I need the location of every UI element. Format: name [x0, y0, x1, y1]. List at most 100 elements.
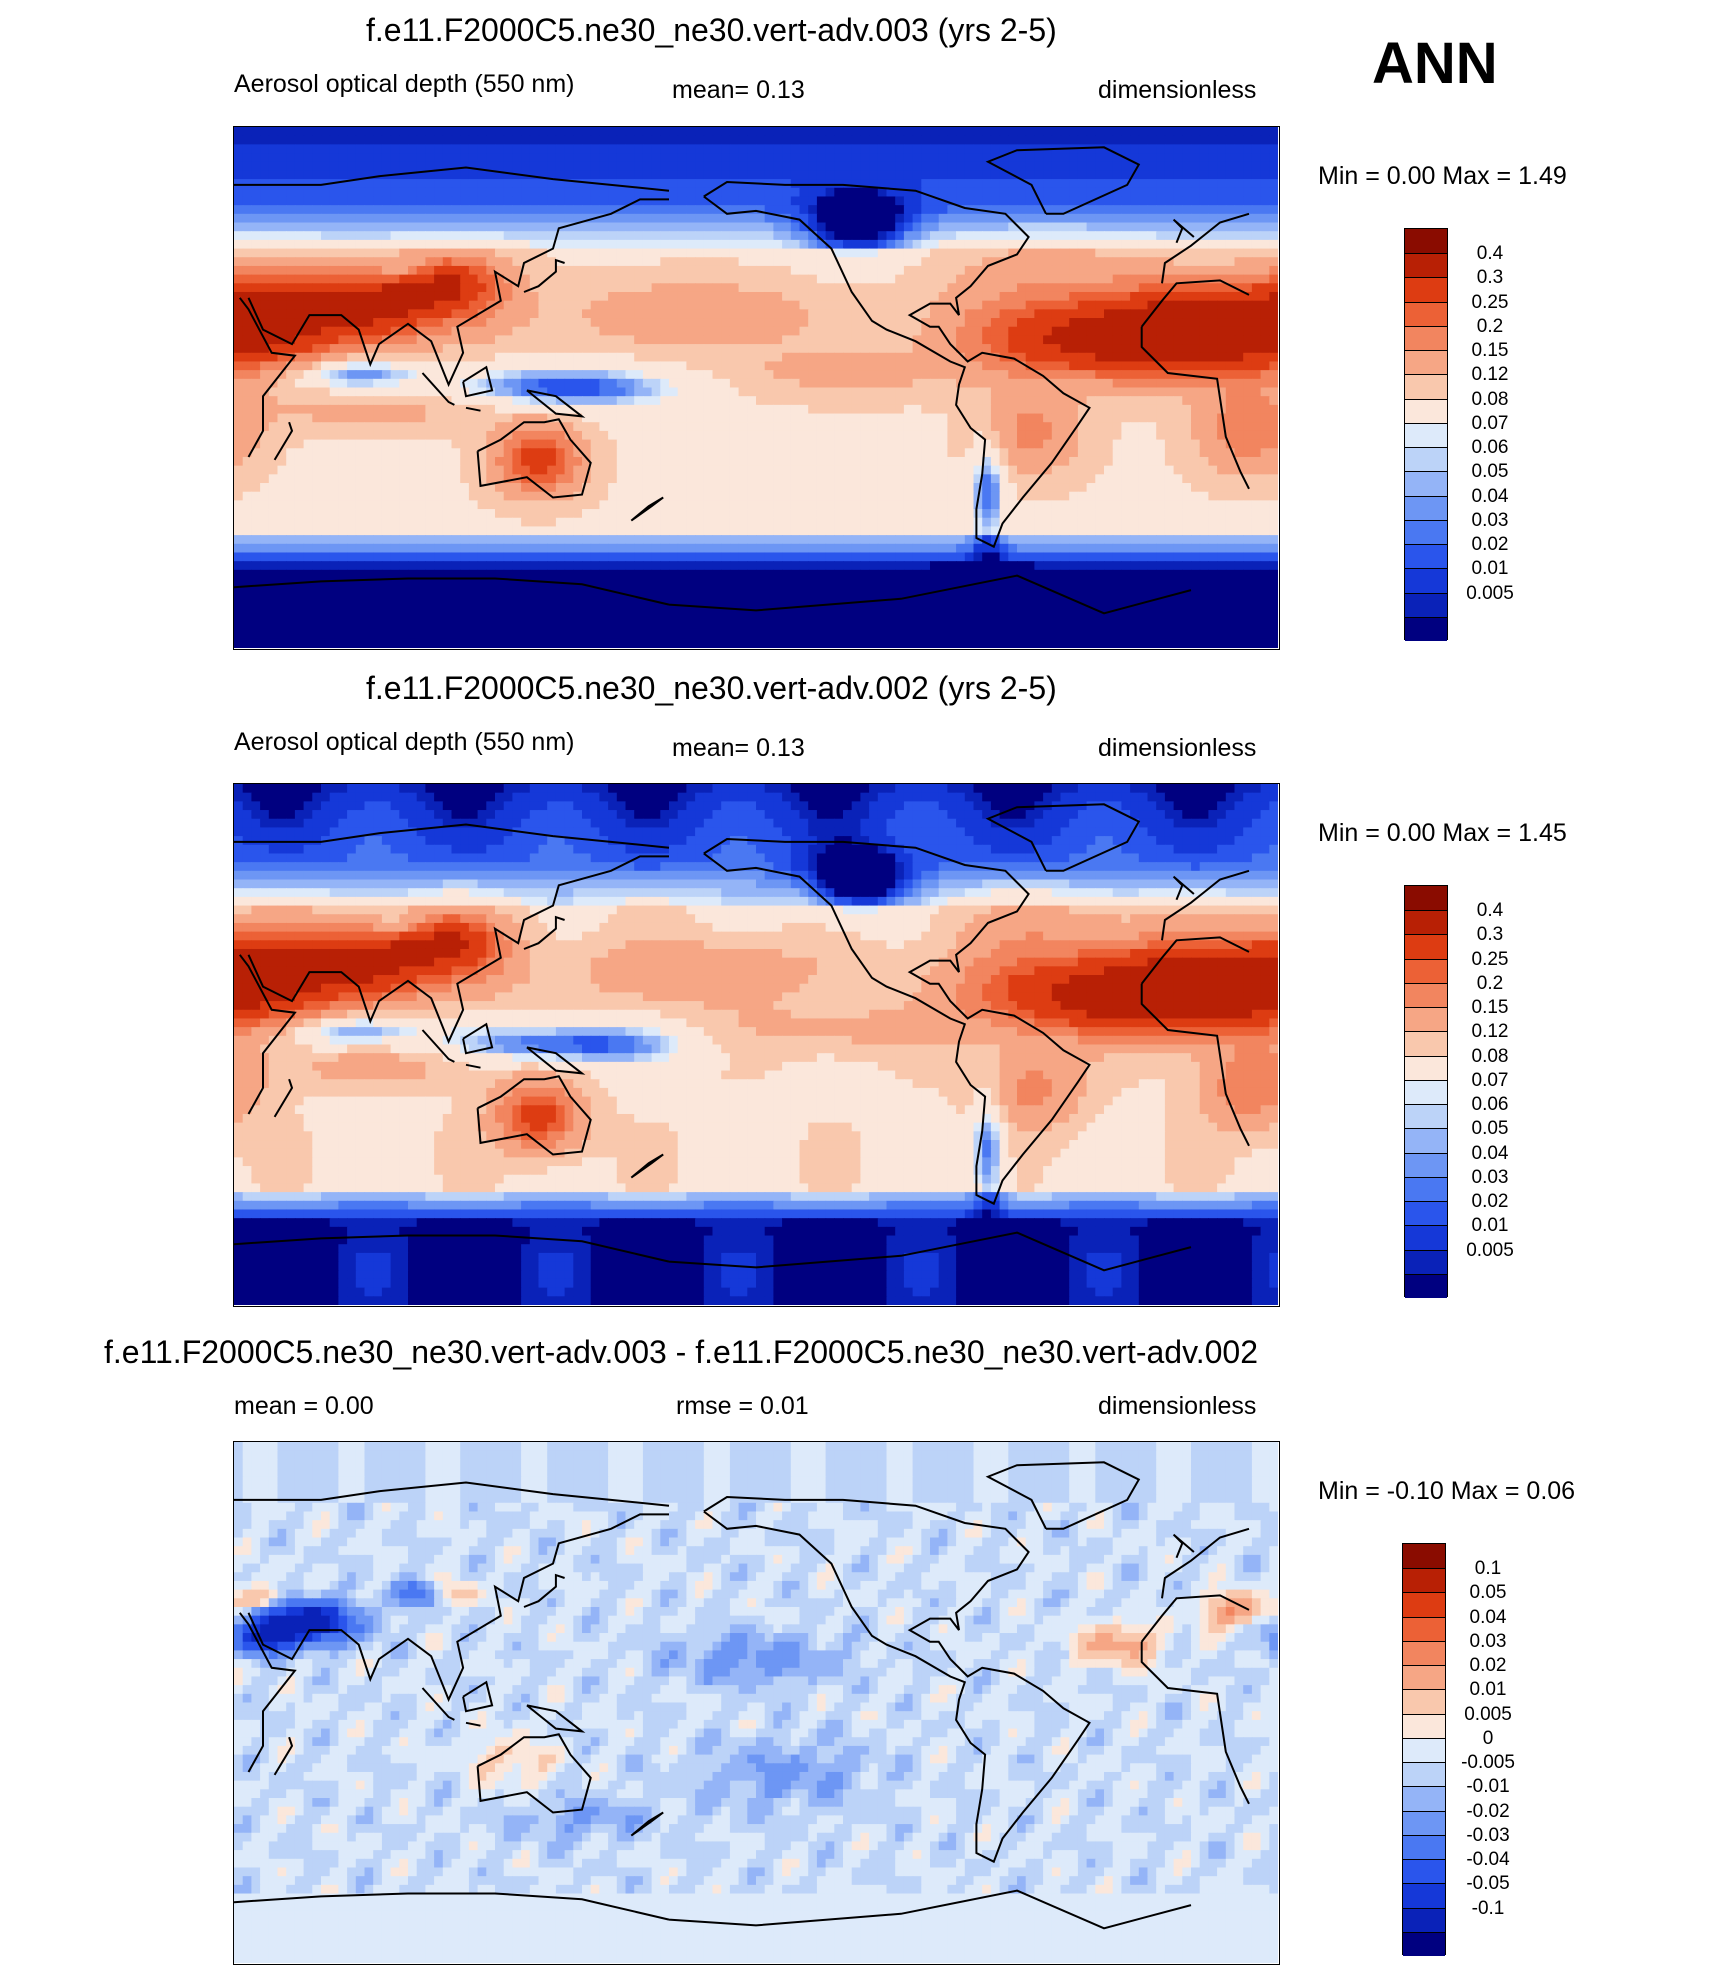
- colorbar-tick-label: 0.4: [1477, 900, 1503, 922]
- colorbar-swatch: [1403, 1737, 1445, 1763]
- colorbar-swatch: [1405, 1031, 1447, 1056]
- colorbar-tick-label: 0.25: [1472, 949, 1509, 971]
- colorbar-swatch: [1405, 519, 1447, 545]
- colorbar-swatch: [1405, 982, 1447, 1008]
- panel-3-colorbar: 0.1 0.05 0.04 0.03 0.02 0.01 0.005 0 -0.005 -0.01…: [1402, 1543, 1515, 1956]
- colorbar-swatch: [1403, 1762, 1445, 1787]
- panel-2-minmax: Min = 0.00 Max = 1.45: [1318, 819, 1567, 848]
- colorbar-swatch: [1405, 374, 1447, 399]
- panel-3-map: [233, 1441, 1280, 1965]
- colorbar-tick-label: 0.01: [1472, 558, 1509, 580]
- colorbar-tick-label: 0.08: [1472, 1046, 1509, 1068]
- colorbar-swatch: [1405, 886, 1447, 911]
- colorbar-tick-label: 0.01: [1472, 1215, 1509, 1237]
- colorbar-swatch: [1405, 301, 1447, 326]
- colorbar-tick-label: -0.005: [1461, 1752, 1515, 1774]
- colorbar-tick-label: 0.4: [1477, 243, 1503, 265]
- colorbar-swatch: [1405, 592, 1447, 617]
- panel-2-colorbar: 0.4 0.3 0.25 0.2 0.15 0.12 0.08 0.07 0.06 0.05 0.0…: [1404, 885, 1514, 1298]
- colorbar-scale: [1402, 1543, 1446, 1956]
- colorbar-tick-label: 0.3: [1477, 924, 1503, 946]
- colorbar-swatch: [1403, 1544, 1445, 1569]
- colorbar-tick-label: 0.07: [1472, 1070, 1509, 1092]
- colorbar-swatch: [1405, 934, 1447, 959]
- panel-1-title: f.e11.F2000C5.ne30_ne30.vert-adv.003 (yr…: [366, 12, 1057, 49]
- colorbar-tick-label: 0.05: [1472, 461, 1509, 483]
- colorbar-swatch: [1405, 495, 1447, 520]
- colorbar-tick-label: 0.07: [1472, 413, 1509, 435]
- colorbar-swatch: [1403, 1616, 1445, 1641]
- colorbar-scale: [1404, 885, 1448, 1298]
- colorbar-tick-label: 0.02: [1472, 1191, 1509, 1213]
- colorbar-swatch: [1403, 1568, 1445, 1593]
- colorbar-swatch: [1405, 1225, 1447, 1250]
- colorbar-swatch: [1405, 471, 1447, 496]
- colorbar-tick-label: 0.03: [1472, 510, 1509, 532]
- colorbar-scale: [1404, 228, 1448, 641]
- colorbar-swatch: [1405, 422, 1447, 448]
- panel-1-map: [233, 126, 1280, 650]
- colorbar-swatch: [1405, 1201, 1447, 1226]
- colorbar-swatch: [1403, 1834, 1445, 1860]
- panel-1-colorbar: 0.4 0.3 0.25 0.2 0.15 0.12 0.08 0.07 0.06 0.05 0.0…: [1404, 228, 1514, 641]
- colorbar-swatch: [1405, 1273, 1447, 1298]
- panel-3-mean-label: mean = 0.00: [234, 1392, 374, 1421]
- colorbar-swatch: [1403, 1665, 1445, 1690]
- panel-3-rmse-label: rmse = 0.01: [676, 1392, 809, 1421]
- colorbar-swatch: [1403, 1883, 1445, 1908]
- panel-3-title: f.e11.F2000C5.ne30_ne30.vert-adv.003 - f…: [104, 1334, 1258, 1371]
- colorbar-swatch: [1405, 325, 1447, 351]
- colorbar-swatch: [1405, 1055, 1447, 1080]
- colorbar-tick-label: 0.005: [1464, 1704, 1512, 1726]
- coastlines: [234, 1461, 1250, 1930]
- colorbar-tick-label: -0.01: [1466, 1776, 1509, 1798]
- colorbar-tick-label: 0.06: [1472, 437, 1509, 459]
- colorbar-swatch: [1405, 350, 1447, 375]
- colorbar-tick-label: 0.3: [1477, 267, 1503, 289]
- colorbar-tick-label: 0.2: [1477, 973, 1503, 995]
- colorbar-swatch: [1405, 398, 1447, 423]
- map-field: [234, 127, 1278, 648]
- colorbar-tick-label: 0.06: [1472, 1094, 1509, 1116]
- colorbar-swatch: [1405, 1128, 1447, 1153]
- colorbar-swatch: [1405, 1152, 1447, 1177]
- colorbar-swatch: [1405, 1104, 1447, 1129]
- colorbar-tick-label: 0: [1483, 1728, 1494, 1750]
- colorbar-tick-label: 0.08: [1472, 389, 1509, 411]
- colorbar-tick-label: 0.05: [1470, 1582, 1507, 1604]
- colorbar-swatch: [1403, 1859, 1445, 1884]
- map-field: [234, 1442, 1278, 1963]
- colorbar-swatch: [1405, 1176, 1447, 1202]
- colorbar-tick-label: 0.05: [1472, 1118, 1509, 1140]
- panel-1-variable-label: Aerosol optical depth (550 nm): [234, 70, 574, 99]
- panel-2-map: [233, 783, 1280, 1307]
- colorbar-tick-label: -0.05: [1466, 1873, 1509, 1895]
- colorbar-tick-label: 0.15: [1472, 340, 1509, 362]
- colorbar-swatch: [1405, 616, 1447, 641]
- colorbar-tick-label: 0.03: [1472, 1167, 1509, 1189]
- coastlines: [234, 146, 1250, 615]
- colorbar-tick-label: -0.1: [1472, 1898, 1505, 1920]
- coastlines: [234, 803, 1250, 1272]
- colorbar-tick-label: -0.02: [1466, 1801, 1509, 1823]
- colorbar-tick-label: 0.005: [1466, 583, 1514, 605]
- colorbar-swatch: [1405, 958, 1447, 983]
- colorbar-tick-label: 0.12: [1472, 364, 1509, 386]
- panel-2-units-label: dimensionless: [1098, 734, 1256, 763]
- colorbar-swatch: [1405, 1249, 1447, 1274]
- colorbar-tick-label: 0.25: [1472, 292, 1509, 314]
- colorbar-swatch: [1403, 1931, 1445, 1956]
- panel-1-units-label: dimensionless: [1098, 76, 1256, 105]
- colorbar-swatch: [1405, 253, 1447, 278]
- colorbar-tick-label: 0.02: [1470, 1655, 1507, 1677]
- panel-1-mean-label: mean= 0.13: [672, 76, 805, 105]
- panel-2-mean-label: mean= 0.13: [672, 734, 805, 763]
- colorbar-tick-label: 0.04: [1472, 486, 1509, 508]
- colorbar-swatch: [1403, 1689, 1445, 1714]
- panel-3-minmax: Min = -0.10 Max = 0.06: [1318, 1477, 1575, 1506]
- colorbar-swatch: [1403, 1713, 1445, 1738]
- colorbar-tick-label: 0.04: [1470, 1607, 1507, 1629]
- season-label: ANN: [1372, 30, 1498, 97]
- colorbar-swatch: [1403, 1640, 1445, 1666]
- colorbar-tick-label: 0.12: [1472, 1021, 1509, 1043]
